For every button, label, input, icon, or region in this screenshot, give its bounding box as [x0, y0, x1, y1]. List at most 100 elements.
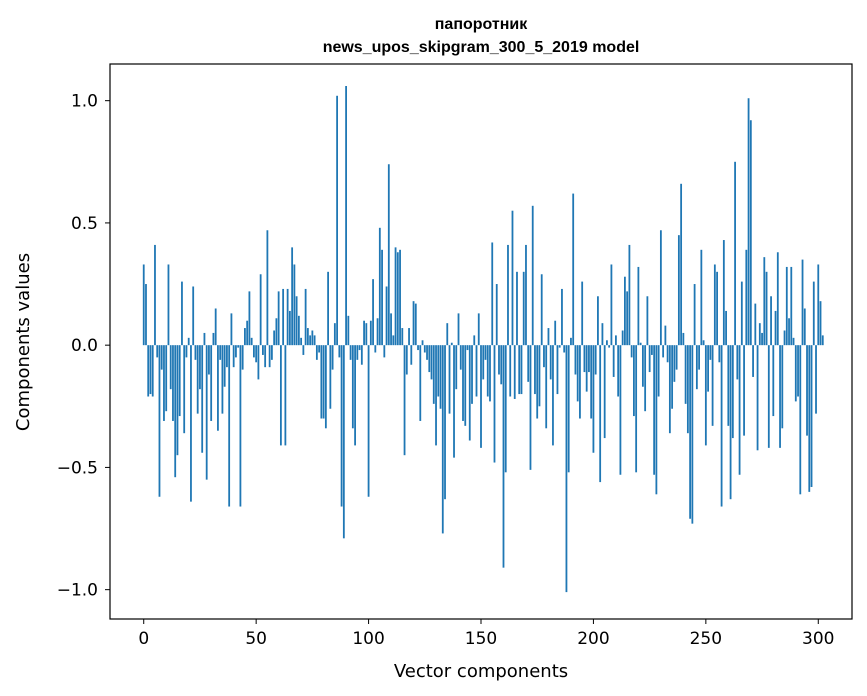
- x-axis-label: Vector components: [394, 661, 568, 682]
- bar: [702, 340, 705, 346]
- bar: [615, 335, 617, 346]
- bar: [273, 330, 276, 346]
- bar: [259, 274, 262, 346]
- bar: [630, 345, 633, 358]
- bar: [430, 345, 433, 380]
- bar: [315, 345, 318, 360]
- bar: [819, 301, 822, 346]
- bar: [493, 345, 496, 463]
- bar: [165, 345, 168, 412]
- plot-frame: [109, 63, 853, 620]
- bar: [747, 98, 750, 346]
- bar: [765, 271, 768, 346]
- bar: [414, 303, 417, 346]
- bar: [556, 345, 559, 395]
- bar: [633, 345, 635, 417]
- bar: [693, 284, 696, 346]
- bar: [390, 313, 392, 346]
- bar: [347, 315, 350, 346]
- bar: [253, 345, 255, 358]
- bar: [181, 281, 183, 346]
- bar: [468, 345, 471, 441]
- bar: [282, 288, 285, 346]
- bar: [736, 345, 739, 380]
- bar: [675, 345, 678, 370]
- bar: [475, 345, 478, 397]
- bar: [369, 320, 372, 346]
- bar: [673, 345, 676, 382]
- bar: [644, 345, 647, 412]
- bar: [448, 345, 451, 414]
- bar: [612, 345, 615, 377]
- bar: [309, 335, 312, 346]
- bar: [241, 345, 244, 370]
- bar: [455, 345, 458, 390]
- bar: [498, 345, 500, 375]
- bar: [423, 345, 426, 353]
- bar: [432, 345, 435, 404]
- bar: [288, 310, 291, 346]
- x-tick-label: 0: [138, 629, 149, 649]
- bar: [547, 328, 550, 346]
- bar: [695, 345, 698, 390]
- bar: [767, 345, 770, 448]
- bar: [731, 345, 734, 439]
- bar: [300, 337, 303, 346]
- x-tick-label: 100: [352, 629, 384, 649]
- bar: [201, 345, 204, 453]
- bar: [522, 271, 525, 346]
- bar: [444, 345, 446, 500]
- bar: [268, 345, 271, 368]
- bar: [594, 345, 597, 375]
- bar: [329, 345, 332, 409]
- bar: [734, 161, 736, 346]
- bar: [785, 266, 788, 346]
- bar: [453, 345, 455, 458]
- bar: [641, 345, 644, 387]
- bar: [808, 345, 811, 492]
- bar: [351, 345, 354, 429]
- bar: [167, 264, 170, 346]
- bar: [228, 345, 231, 507]
- bar: [214, 308, 217, 346]
- bar: [306, 328, 309, 346]
- bar: [650, 345, 653, 355]
- bar: [752, 345, 754, 377]
- chart-title: папоротник: [435, 16, 528, 33]
- bar: [680, 183, 683, 346]
- bar: [471, 345, 473, 404]
- bar: [363, 320, 365, 346]
- bar: [302, 345, 305, 355]
- bar: [185, 345, 188, 358]
- bar: [419, 345, 422, 421]
- bar: [196, 345, 199, 414]
- bar: [761, 332, 763, 346]
- bar: [738, 345, 741, 475]
- bar: [806, 345, 808, 436]
- bar: [293, 264, 296, 346]
- bar: [399, 249, 401, 346]
- bar: [246, 320, 249, 346]
- bar: [637, 266, 640, 346]
- bar: [297, 315, 300, 346]
- bar: [509, 345, 512, 397]
- bar: [372, 279, 374, 346]
- bar: [579, 345, 581, 419]
- bar: [324, 345, 327, 429]
- bar: [540, 274, 543, 346]
- bar: [606, 340, 608, 346]
- bar: [219, 345, 222, 360]
- bar: [345, 86, 347, 346]
- bar: [457, 313, 460, 346]
- x-axis: 0 50 100 150 200 250 300: [138, 619, 834, 649]
- bar: [754, 303, 757, 346]
- bar: [588, 345, 590, 373]
- bar: [500, 345, 503, 385]
- bar: [212, 332, 215, 346]
- bar: [725, 310, 727, 346]
- y-tick-label: 0.0: [71, 336, 98, 356]
- bar: [531, 205, 534, 346]
- bar: [286, 288, 289, 346]
- bar: [147, 345, 150, 397]
- bar: [513, 345, 516, 399]
